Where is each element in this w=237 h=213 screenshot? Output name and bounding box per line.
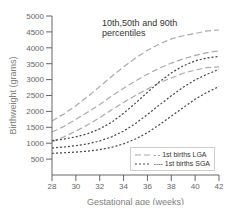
svg-text:30: 30: [71, 182, 80, 191]
svg-text:36: 36: [143, 182, 152, 191]
svg-text:1500: 1500: [26, 123, 44, 132]
svg-text:4500: 4500: [26, 28, 44, 37]
svg-text:3500: 3500: [26, 60, 44, 69]
svg-text:28: 28: [48, 182, 57, 191]
svg-text:32: 32: [95, 182, 104, 191]
svg-text:500: 500: [31, 155, 45, 164]
html-text:percentiles: percentiles: [102, 28, 146, 38]
svg-text:2000: 2000: [26, 107, 44, 116]
svg-text:3000: 3000: [26, 75, 44, 84]
svg-text:34: 34: [119, 182, 128, 191]
html-text:- - 1st births LGA: - - 1st births LGA: [153, 151, 207, 158]
html-text:10th,50th and 90th: 10th,50th and 90th: [102, 18, 178, 28]
svg-text:2500: 2500: [26, 91, 44, 100]
svg-text:Gestational age (weeks): Gestational age (weeks): [87, 197, 184, 205]
svg-text:5000: 5000: [26, 12, 44, 21]
svg-text:40: 40: [191, 182, 200, 191]
svg-text:1000: 1000: [26, 139, 44, 148]
svg-text:42: 42: [215, 182, 224, 191]
svg-text:Birthweight (grams): Birthweight (grams): [8, 56, 18, 134]
svg-text:38: 38: [167, 182, 176, 191]
html-text:---- 1st births SGA: ---- 1st births SGA: [153, 160, 210, 167]
svg-text:4000: 4000: [26, 44, 44, 53]
